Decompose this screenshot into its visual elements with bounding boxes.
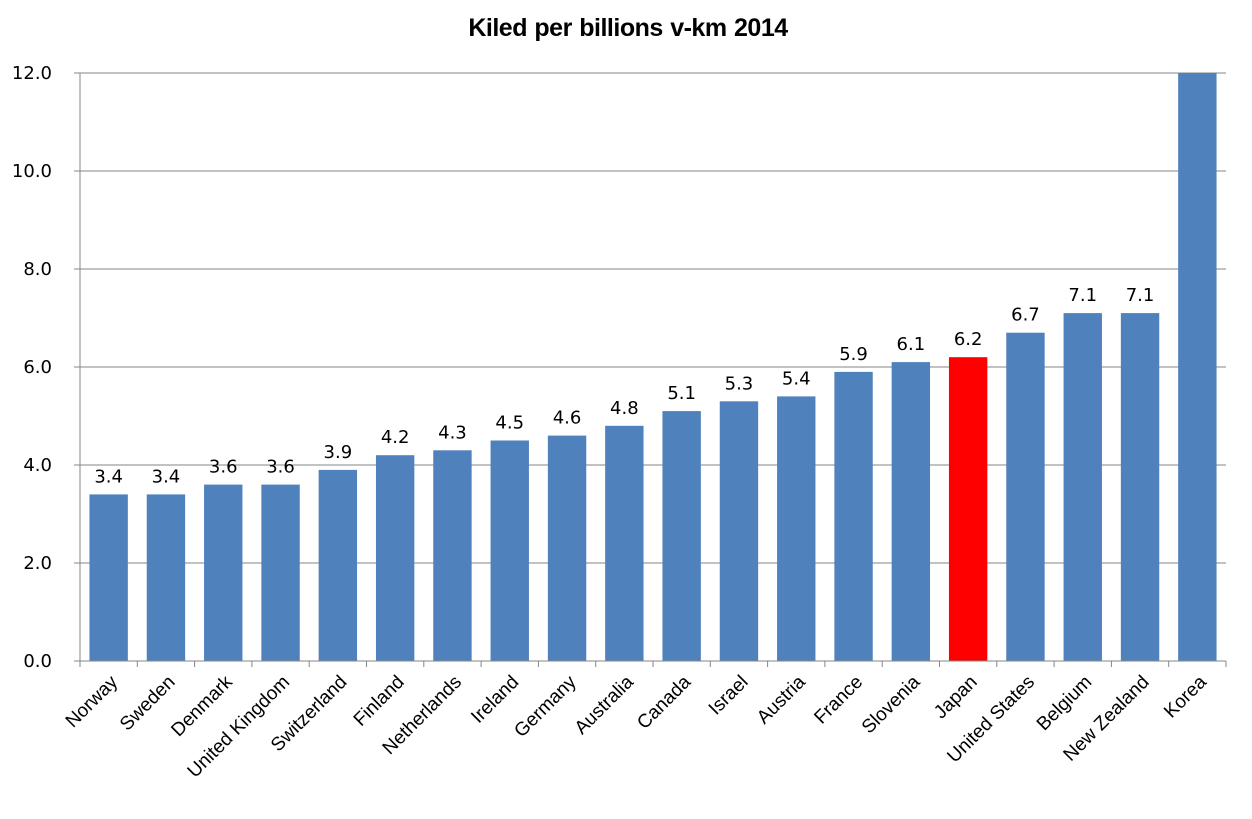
x-tick-label: United Kingdom [184, 672, 294, 782]
x-tick-label: Australia [571, 671, 638, 738]
bar-canada [662, 411, 701, 661]
bar-france [834, 371, 873, 661]
y-tick-label: 8.0 [23, 259, 52, 280]
y-tick-label: 4.0 [23, 455, 52, 476]
chart-title: Kiled per billions v-km 2014 [468, 14, 788, 42]
y-tick-label: 6.0 [23, 357, 52, 378]
bar-denmark [204, 484, 243, 661]
data-label: 3.6 [266, 457, 295, 478]
data-label: 5.1 [667, 383, 696, 404]
x-tick-label: Ireland [467, 672, 523, 728]
x-tick-label: Japan [930, 672, 981, 723]
data-label: 4.6 [553, 408, 582, 429]
x-tick-label: France [810, 672, 867, 729]
bar-sweden [146, 494, 186, 661]
x-tick-label: Canada [633, 671, 695, 733]
data-label: 6.1 [897, 334, 926, 355]
x-tick-label: Germany [510, 671, 580, 741]
y-tick-label: 2.0 [23, 553, 52, 574]
x-tick-label: Austria [753, 671, 810, 728]
bar-belgium [1063, 313, 1102, 661]
data-label: 5.9 [839, 344, 868, 365]
gridlines [74, 72, 1226, 564]
bar-israel [719, 401, 759, 661]
bar-austria [777, 396, 816, 661]
y-tick-label: 0.0 [23, 651, 52, 672]
x-tick-label: Korea [1160, 671, 1211, 722]
y-tick-label: 10.0 [12, 161, 52, 182]
bar-slovenia [891, 362, 931, 661]
x-tick-label: Norway [62, 671, 123, 732]
y-axis: 0.0 2.0 4.0 6.0 8.0 10.0 12.0 [12, 63, 81, 672]
bar-australia [605, 425, 644, 661]
bar-korea [1178, 73, 1217, 661]
x-tick-label: Israel [705, 672, 753, 720]
bar-united-states [1006, 332, 1045, 661]
data-label: 7.1 [1126, 285, 1155, 306]
data-label: 3.4 [94, 466, 123, 487]
bars [89, 73, 1217, 661]
bar-japan [948, 357, 988, 661]
data-label: 4.3 [438, 422, 467, 443]
bar-norway [89, 494, 128, 661]
data-label: 4.2 [381, 427, 410, 448]
data-label: 7.1 [1068, 285, 1097, 306]
data-label: 6.2 [954, 329, 983, 350]
data-label: 5.3 [725, 373, 754, 394]
data-label: 4.8 [610, 398, 639, 419]
data-label: 3.9 [324, 442, 353, 463]
bar-new-zealand [1120, 313, 1160, 661]
data-label: 3.4 [152, 466, 181, 487]
data-label: 5.4 [782, 368, 811, 389]
data-label: 6.7 [1011, 305, 1040, 326]
bar-germany [547, 435, 587, 661]
bar-ireland [490, 440, 529, 661]
bar-united-kingdom [261, 484, 300, 661]
y-tick-label: 12.0 [12, 63, 52, 84]
data-label: 4.5 [495, 413, 524, 434]
bar-finland [375, 455, 415, 661]
bar-switzerland [318, 469, 358, 661]
data-labels: 3.4 3.4 3.6 3.6 3.9 4.2 4.3 4.5 4.6 4.8 5.1 5.3 5.4 5… [94, 285, 1154, 487]
data-label: 3.6 [209, 457, 238, 478]
x-tick-label: Slovenia [858, 671, 925, 738]
bar-netherlands [433, 450, 472, 661]
